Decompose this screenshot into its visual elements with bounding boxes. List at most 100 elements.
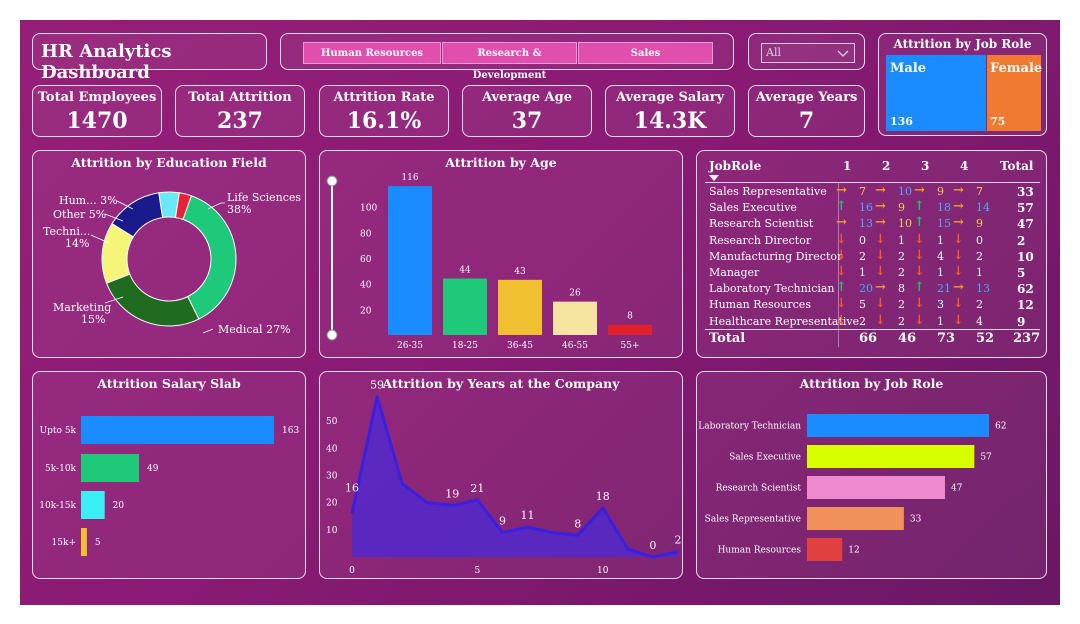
table-cell-role: Sales Representative <box>709 185 827 198</box>
table-row[interactable]: Research Director ↓ 0 ↓ 1 ↓ 1 ↓ 0 2 <box>697 232 1037 250</box>
table-header-3[interactable]: 3 <box>921 159 930 173</box>
table-cell-value: 21 <box>937 282 951 296</box>
chart-title: Attrition by Job Role <box>799 376 944 391</box>
job-role-bar-sales-executive[interactable] <box>807 445 975 468</box>
trend-up-arrow-icon: ↑ <box>914 280 925 296</box>
age-range-slider-bottom-handle[interactable] <box>326 329 338 341</box>
table-cell-value: 1 <box>898 233 905 247</box>
kpi-value: 237 <box>217 108 263 134</box>
male-value: 136 <box>890 115 913 128</box>
table-cell-value: 20 <box>859 282 873 296</box>
slicer-sales[interactable]: Sales <box>578 42 713 64</box>
table-row[interactable]: Sales Representative → 7 → 10 → 9 → 7 33 <box>697 183 1037 201</box>
male-tile[interactable]: Male 136 <box>886 55 986 131</box>
salary-bar-5k-10k[interactable] <box>81 454 140 482</box>
age-bar-55[interactable] <box>608 324 652 335</box>
education-donut-chart: Life Sciences 38% Medical 27% Marketing … <box>43 191 301 336</box>
table-header-total[interactable]: Total <box>1000 159 1034 173</box>
trend-right-arrow-icon: → <box>953 183 964 198</box>
trend-down-arrow-icon: ↓ <box>836 264 847 279</box>
job-role-bar-value-label: 33 <box>910 515 922 525</box>
edu-label-other: Other 5% <box>53 208 106 221</box>
table-cell-value: 15 <box>937 217 951 231</box>
table-cell-role: Human Resources <box>709 298 811 312</box>
years-point-label: 9 <box>499 515 506 528</box>
salary-slab-card: Attrition Salary Slab Upto 5k 163 5k-10k 49… <box>32 371 306 579</box>
table-row[interactable]: Healthcare Representative ↓ 2 ↓ 2 ↓ 1 ↓ 4 9 <box>697 312 1037 331</box>
table-row[interactable]: Sales Executive ↑ 16 → 9 ↑ 18 → 14 57 <box>697 199 1037 217</box>
years-y-tick-label: 30 <box>326 472 338 482</box>
table-row[interactable]: Research Scientist → 13 → 10 ↑ 15 → 9 47 <box>697 215 1037 233</box>
kpi-average-years: Average Years 7 <box>748 85 865 137</box>
table-header-4[interactable]: 4 <box>960 159 969 173</box>
table-cell-value: 10 <box>898 185 912 198</box>
years-at-company-card: Attrition by Years at the Company 10 20 30… <box>319 371 683 579</box>
salary-bar-15k[interactable] <box>81 528 87 556</box>
table-row[interactable]: Manufacturing Director ↓ 2 ↓ 2 ↓ 4 ↓ 2 10 <box>697 247 1037 266</box>
age-x-tick-label: 46-55 <box>562 341 588 351</box>
years-x-tick-label: 0 <box>349 566 355 576</box>
job-role-bar-human-resources[interactable] <box>807 538 843 561</box>
filter-dropdown[interactable]: All <box>761 43 855 63</box>
table-cell-value: 10 <box>898 217 912 231</box>
salary-bar-value-label: 20 <box>113 501 125 511</box>
table-cell-total: 2 <box>1017 233 1026 248</box>
table-cell-role: Research Scientist <box>709 217 814 231</box>
trend-right-arrow-icon: → <box>875 199 886 215</box>
table-header-2[interactable]: 2 <box>882 159 891 173</box>
slicer-human-resources[interactable]: Human Resources <box>303 42 441 64</box>
table-row[interactable]: Laboratory Technician ↑ 20 → 8 ↑ 21 → 13 62 <box>697 280 1037 298</box>
trend-down-arrow-icon: ↓ <box>836 247 847 263</box>
years-x-tick-label: 5 <box>475 566 481 576</box>
age-range-slider-top-handle[interactable] <box>326 175 338 187</box>
job-role-bar-laboratory-technician[interactable] <box>807 414 989 437</box>
sort-descending-icon[interactable] <box>709 175 719 181</box>
edu-label-marketing-pct: 15% <box>81 313 105 326</box>
age-bar-value-label: 26 <box>569 289 581 299</box>
years-area-chart: 10 20 30 40 50 0 5 10 16 59 19 21 9 11 8 18 0 2 <box>326 379 682 576</box>
age-x-tick-label: 36-45 <box>507 341 533 351</box>
slicer-research-development[interactable]: Research & Development <box>442 42 577 81</box>
trend-down-arrow-icon: ↓ <box>914 312 925 328</box>
table-row[interactable]: Manager ↓ 1 ↓ 2 ↓ 1 ↓ 1 5 <box>697 264 1037 282</box>
years-point-label: 0 <box>649 539 656 552</box>
table-header-1[interactable]: 1 <box>843 159 852 173</box>
trend-right-arrow-icon: → <box>875 280 886 296</box>
table-cell-value: 2 <box>859 249 866 263</box>
female-tile[interactable]: Female 75 <box>987 55 1042 131</box>
job-role-category-label: Research Scientist <box>716 484 802 494</box>
years-area-line[interactable] <box>350 395 679 559</box>
table-header-jobrole[interactable]: JobRole <box>709 159 762 173</box>
kpi-total-employees: Total Employees 1470 <box>32 85 162 137</box>
table-cell-value: 5 <box>859 298 866 312</box>
age-attrition-card: Attrition by Age 20 40 60 80 100 116 26-35 44 18… <box>319 150 683 358</box>
table-total-label: Total <box>709 331 746 346</box>
title-card: HR Analytics Dashboard <box>32 33 267 83</box>
job-role-bar-card: Attrition by Job Role Laboratory Technic… <box>696 371 1047 579</box>
years-point-label: 2 <box>675 534 682 547</box>
job-role-bar-research-scientist[interactable] <box>807 476 945 499</box>
table-cell-value: 4 <box>976 314 983 328</box>
edu-label-medical: Medical 27% <box>218 323 291 336</box>
years-point-label: 16 <box>345 482 359 495</box>
table-cell-value: 2 <box>898 314 905 328</box>
age-bar-18-25[interactable] <box>443 278 487 335</box>
dashboard-canvas: HR Analytics Dashboard Human Resources R… <box>20 20 1060 605</box>
salary-slab-bar-chart: Upto 5k 163 5k-10k 49 10k-15k 20 15k+ 5 <box>39 416 299 556</box>
age-x-tick-label: 18-25 <box>452 341 478 351</box>
table-row[interactable]: Human Resources ↓ 5 ↓ 2 ↓ 3 ↓ 2 12 <box>697 296 1037 314</box>
age-bar-46-55[interactable] <box>553 301 597 335</box>
age-bar-36-45[interactable] <box>498 279 542 335</box>
table-cell-total: 47 <box>1017 217 1034 232</box>
age-bar-26-35[interactable] <box>388 186 432 335</box>
donut-slice-human-resources[interactable] <box>174 192 192 221</box>
job-role-bar-sales-representative[interactable] <box>807 507 904 530</box>
years-y-tick-label: 10 <box>326 526 338 536</box>
salary-bar-10k-15k[interactable] <box>81 491 105 519</box>
age-y-tick-label: 40 <box>360 281 372 291</box>
years-x-tick-label: 10 <box>597 566 609 576</box>
salary-bar-upto-5k[interactable] <box>81 416 274 444</box>
male-label: Male <box>890 61 927 76</box>
donut-slice-medical[interactable] <box>105 273 200 327</box>
job-role-bar-value-label: 62 <box>995 422 1006 432</box>
